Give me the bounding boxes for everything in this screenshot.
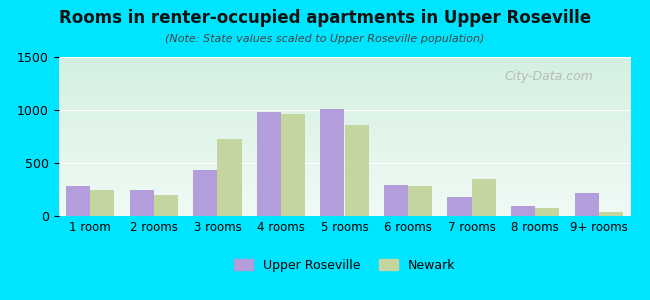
Bar — [154, 195, 178, 216]
Bar — [320, 110, 344, 216]
Legend: Upper Roseville, Newark: Upper Roseville, Newark — [229, 254, 460, 277]
Bar — [535, 208, 559, 216]
Bar — [193, 170, 217, 216]
Text: Rooms in renter-occupied apartments in Upper Roseville: Rooms in renter-occupied apartments in U… — [59, 9, 591, 27]
Bar — [472, 179, 496, 216]
Text: (Note: State values scaled to Upper Roseville population): (Note: State values scaled to Upper Rose… — [165, 34, 485, 44]
Bar — [384, 185, 408, 216]
Bar — [511, 206, 535, 216]
Bar — [408, 186, 432, 216]
Bar — [90, 190, 114, 216]
Bar — [66, 186, 90, 216]
Bar — [344, 125, 369, 216]
Bar — [281, 114, 305, 216]
Text: City-Data.com: City-Data.com — [504, 70, 593, 83]
Bar — [575, 193, 599, 216]
Bar — [257, 112, 281, 216]
Bar — [599, 212, 623, 216]
Bar — [447, 197, 472, 216]
Bar — [217, 139, 242, 216]
Bar — [130, 190, 154, 216]
